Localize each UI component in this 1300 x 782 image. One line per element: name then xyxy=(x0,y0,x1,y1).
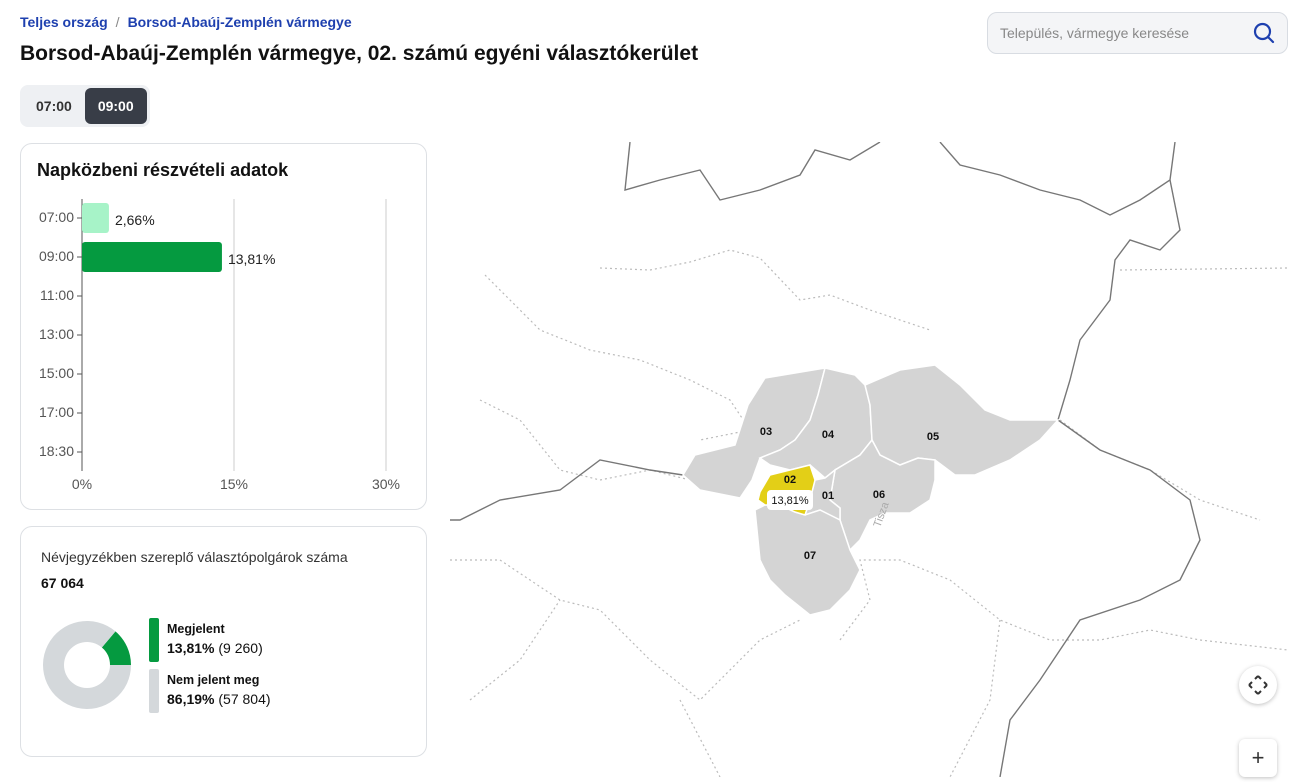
y-tick-label: 15:00 xyxy=(38,365,74,381)
donut-slice-not-voted xyxy=(43,621,131,709)
district-map[interactable]: Tisza 03 04 05 06 01 07 02 13,81% + xyxy=(450,141,1289,778)
breadcrumb-link-country[interactable]: Teljes ország xyxy=(20,14,108,30)
bar-07:00 xyxy=(82,203,109,233)
district-shapes xyxy=(682,364,1060,616)
legend-swatch-not-voted xyxy=(149,669,159,713)
breadcrumb: Teljes ország / Borsod-Abaúj-Zemplén várme… xyxy=(20,14,352,30)
breadcrumb-link-county[interactable]: Borsod-Abaúj-Zemplén vármegye xyxy=(127,14,352,30)
selected-tooltip-bg xyxy=(767,490,813,510)
time-tabs: 07:00 09:00 xyxy=(20,85,150,127)
bar-value-label: 2,66% xyxy=(114,212,155,228)
legend-not-voted: Nem jelent meg 86,19% (57 804) xyxy=(149,669,389,713)
y-tick-label: 13:00 xyxy=(38,326,74,342)
turnout-bar-chart xyxy=(77,199,387,471)
district-label-02: 02 xyxy=(784,474,796,486)
x-tick-label: 0% xyxy=(71,476,93,492)
page-title: Borsod-Abaúj-Zemplén vármegye, 02. számú… xyxy=(20,42,699,65)
tab-0900[interactable]: 09:00 xyxy=(84,88,147,124)
y-tick-label: 11:00 xyxy=(40,287,74,303)
district-label-04: 04 xyxy=(822,429,835,441)
turnout-card: Napközbeni részvételi adatok 0% 15% 30% 07:… xyxy=(20,143,427,510)
voters-card: Névjegyzékben szereplő választópolgárok … xyxy=(20,526,427,757)
x-tick-label: 15% xyxy=(219,476,249,492)
recenter-icon xyxy=(1248,675,1268,695)
legend-voted: Megjelent 13,81% (9 260) xyxy=(149,618,389,662)
breadcrumb-separator: / xyxy=(115,14,120,30)
legend-swatch-voted xyxy=(149,618,159,662)
bar-value-label: 13,81% xyxy=(227,251,276,267)
bar-09:00 xyxy=(82,242,222,272)
district-label-05: 05 xyxy=(927,431,939,443)
donut-slice-voted xyxy=(101,631,131,665)
recenter-button[interactable] xyxy=(1239,666,1277,704)
legend-value: 13,81% (9 260) xyxy=(167,640,263,656)
selected-district-turnout: 13,81% xyxy=(771,495,809,507)
registered-voters-label: Névjegyzékben szereplő választópolgárok … xyxy=(41,549,348,565)
legend-label: Megjelent xyxy=(167,622,225,636)
y-tick-label: 09:00 xyxy=(38,248,74,264)
y-tick-label: 17:00 xyxy=(38,404,74,420)
district-labels: 03 04 05 06 01 07 02 xyxy=(760,426,939,562)
tab-0700[interactable]: 07:00 xyxy=(36,98,72,114)
search-icon[interactable] xyxy=(1253,22,1275,44)
y-tick-label: 18:30 xyxy=(38,443,74,459)
district-05[interactable] xyxy=(864,364,1060,476)
x-tick-label: 30% xyxy=(371,476,401,492)
zoom-in-icon: + xyxy=(1251,745,1265,770)
district-label-07: 07 xyxy=(804,550,816,562)
search-box xyxy=(987,12,1288,54)
district-label-01: 01 xyxy=(822,490,834,502)
district-label-03: 03 xyxy=(760,426,772,438)
district-label-06: 06 xyxy=(873,489,885,501)
registered-voters-total: 67 064 xyxy=(41,575,84,591)
turnout-card-title: Napközbeni részvételi adatok xyxy=(37,160,289,180)
legend-value: 86,19% (57 804) xyxy=(167,691,271,707)
map-canvas[interactable]: Tisza 03 04 05 06 01 07 02 13,81% xyxy=(450,141,1289,778)
y-tick-label: 07:00 xyxy=(38,209,74,225)
zoom-in-button[interactable]: + xyxy=(1239,739,1277,777)
country-borders xyxy=(450,141,1201,778)
legend-label: Nem jelent meg xyxy=(167,673,260,687)
turnout-donut-chart xyxy=(43,621,131,709)
search-input[interactable] xyxy=(1000,25,1253,41)
